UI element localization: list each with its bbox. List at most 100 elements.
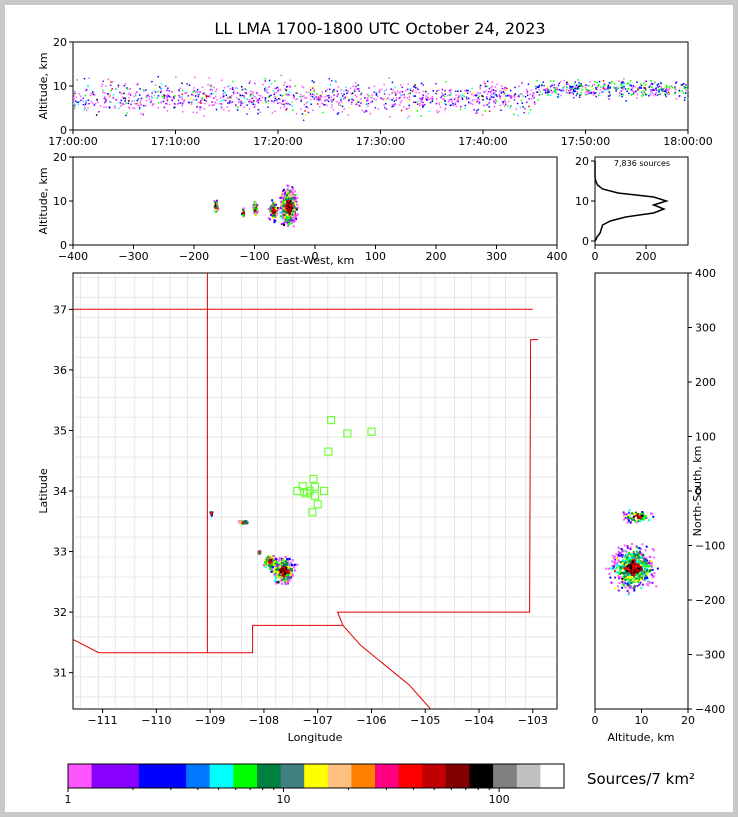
ns-altitude-point <box>648 560 651 562</box>
time-height-point <box>309 93 312 95</box>
time-height-point <box>604 88 606 90</box>
time-height-point <box>356 88 359 90</box>
time-height-point <box>508 100 510 103</box>
time-height-point <box>459 97 461 99</box>
ns-altitude-point <box>627 516 629 519</box>
time-height-point <box>285 93 287 96</box>
time-height-point <box>471 87 473 90</box>
time-height-point <box>215 90 217 93</box>
time-height-point <box>623 78 625 80</box>
map-panel: −111 −110 −109 −108 −107 −106 −105 −104 −1033132… <box>37 272 558 744</box>
ew-height-point <box>267 208 270 211</box>
ns-altitude-point <box>617 550 620 553</box>
ns-altitude-point <box>623 581 625 584</box>
time-height-point <box>418 104 421 107</box>
time-height-point <box>196 106 198 108</box>
ns-altitude-point <box>647 584 650 587</box>
time-height-point <box>684 92 687 94</box>
time-height-point <box>572 93 574 95</box>
time-height-point <box>414 101 417 103</box>
time-height-point <box>477 97 479 99</box>
ns-altitude-point <box>627 518 630 521</box>
time-height-point <box>198 91 200 94</box>
ns-altitude-point <box>614 570 616 573</box>
lon-tick-label: −106 <box>356 714 386 727</box>
ns-altitude-point <box>653 572 656 575</box>
time-height-point <box>619 91 621 94</box>
time-height-point <box>282 100 284 102</box>
map-source-point <box>293 563 296 566</box>
time-height-point <box>140 104 143 106</box>
ew-height-point <box>214 207 217 210</box>
time-height-point <box>197 95 200 98</box>
ns-altitude-point <box>618 572 621 575</box>
time-height-point <box>367 102 370 105</box>
ns-altitude-point <box>636 552 639 555</box>
time-height-point <box>112 97 115 99</box>
time-height-point <box>151 92 153 94</box>
ns-altitude-point <box>635 560 638 563</box>
ns-altitude-point <box>617 585 619 588</box>
lma-station-marker <box>305 486 314 496</box>
time-height-point <box>201 97 204 100</box>
ns-altitude-point <box>626 563 628 566</box>
map-source-point <box>291 564 294 567</box>
colorbar-cells <box>68 764 565 788</box>
time-height-point <box>408 96 411 98</box>
time-height-point <box>394 103 396 105</box>
map-source-point <box>287 566 290 569</box>
time-height-point <box>608 92 611 94</box>
time-height-point <box>250 101 253 103</box>
time-height-point <box>123 92 125 95</box>
time-height-point <box>579 84 581 86</box>
time-height-point <box>330 99 332 101</box>
time-height-point <box>126 112 128 114</box>
time-height-point <box>431 98 434 100</box>
time-height-point <box>79 95 82 97</box>
time-height-point <box>340 99 342 101</box>
time-height-point <box>357 104 360 106</box>
ew-height-point <box>293 190 296 193</box>
time-height-point <box>113 94 115 96</box>
time-height-point <box>238 98 240 101</box>
time-tick-label: 17:40:00 <box>458 135 507 148</box>
ns-altitude-point <box>638 561 641 563</box>
colorbar-cell <box>304 764 329 788</box>
time-height-point <box>576 93 578 95</box>
time-height-point <box>279 98 281 100</box>
time-height-point <box>399 101 402 104</box>
time-height-point <box>191 93 193 96</box>
time-height-point <box>77 103 79 106</box>
time-height-point <box>122 97 125 100</box>
ew-height-point <box>253 206 256 209</box>
time-height-point <box>659 93 661 96</box>
ns-altitude-point <box>626 556 629 559</box>
ns-altitude-point <box>624 579 627 582</box>
map-sources <box>209 511 299 586</box>
ns-altitude-point <box>634 568 637 571</box>
time-height-point <box>500 92 503 94</box>
ew-height-point <box>287 190 290 193</box>
ns-altitude-point <box>626 589 629 592</box>
time-height-point <box>296 98 298 100</box>
time-height-point <box>482 95 484 98</box>
time-height-point <box>237 101 240 104</box>
time-height-point <box>246 98 248 100</box>
ew-height-point <box>288 222 291 225</box>
ns-altitude-point <box>651 548 654 550</box>
time-height-point <box>257 99 260 101</box>
time-height-point <box>574 81 577 83</box>
time-height-point <box>301 95 304 98</box>
time-height-point <box>509 107 511 109</box>
time-height-point <box>254 104 256 106</box>
time-height-point <box>394 91 396 93</box>
time-height-point <box>200 107 203 109</box>
time-height-point <box>660 83 663 85</box>
ns-altitude-point <box>651 568 654 571</box>
time-height-point <box>459 108 462 111</box>
map-source-point <box>210 514 213 517</box>
ns-altitude-point <box>638 556 641 559</box>
time-height-point <box>656 84 658 86</box>
time-height-point <box>664 93 666 95</box>
time-height-point <box>329 84 331 86</box>
